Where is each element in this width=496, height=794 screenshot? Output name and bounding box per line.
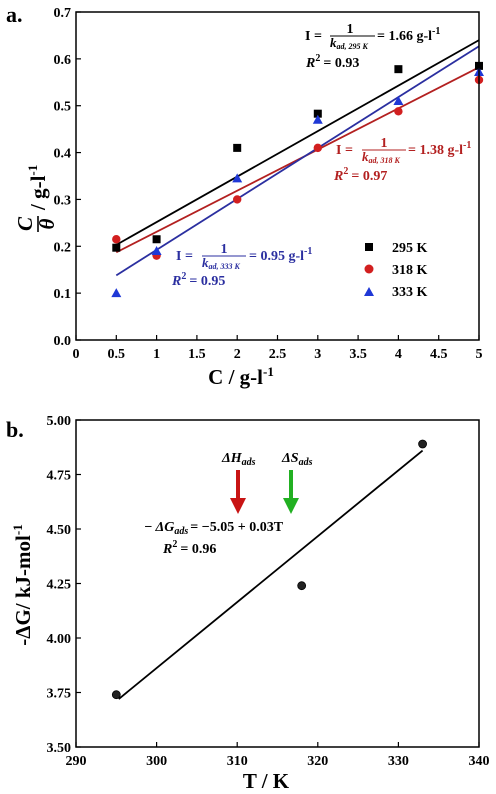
- y-tick-label: 0.4: [54, 147, 72, 162]
- y-tick-label: 0.5: [54, 100, 72, 115]
- svg-text:R2= 0.93: R2 = 0.93: [305, 53, 359, 71]
- legend-item-318k: 318 K: [364, 263, 428, 278]
- y-tick-label: 4.25: [47, 578, 72, 593]
- data-point-295k: [233, 143, 242, 152]
- legend-a: 295 K 318 K 333 K: [364, 241, 428, 300]
- y-tick-label: 0.1: [54, 287, 72, 302]
- data-point-333k: [111, 288, 122, 298]
- x-tick-label: 0: [73, 347, 80, 362]
- y-tick-label: 4.00: [47, 632, 72, 647]
- y-tick-label: 5.00: [47, 414, 72, 429]
- svg-text:− ΔGads= −5.05 + 0.03T: − ΔGads = −5.05 + 0.03T: [144, 520, 284, 537]
- ylabel-denominator: θ: [35, 218, 59, 229]
- x-tick-label: 2: [234, 347, 241, 362]
- fit-line-333k: [115, 45, 480, 277]
- arrow-delta-s: ΔSads: [281, 451, 313, 514]
- fit-line-b: [118, 449, 424, 700]
- plot-b-xlabel: T / K: [243, 769, 290, 793]
- legend-item-333k: 333 K: [364, 285, 428, 300]
- arrow-delta-h: ΔHads: [221, 451, 256, 514]
- svg-text:kad, 318 K: kad, 318 K: [362, 149, 401, 165]
- y-tick-label: 3.50: [47, 741, 72, 756]
- x-tick-label: 340: [469, 754, 490, 769]
- svg-text:1: 1: [221, 242, 228, 257]
- equation-b: − ΔGads = −5.05 + 0.03T R2 = 0.96: [144, 520, 284, 557]
- y-tick-label: 4.75: [47, 469, 72, 484]
- svg-text:kad, 295 K: kad, 295 K: [330, 35, 369, 51]
- x-tick-label: 3.5: [349, 347, 367, 362]
- y-tick-label: 0.2: [54, 240, 72, 255]
- svg-text:ΔHads: ΔHads: [221, 451, 256, 468]
- plot-a-ylabel: C θ / g-l-1: [13, 165, 59, 232]
- x-tick-label: 290: [66, 754, 87, 769]
- svg-text:1: 1: [381, 136, 388, 151]
- panel-a-label: a.: [6, 2, 23, 27]
- data-point: [297, 581, 307, 591]
- plot-a: [111, 39, 484, 298]
- x-tick-label: 320: [307, 754, 328, 769]
- svg-text:= 1.66 g-l-1: = 1.66 g-l-1: [377, 26, 440, 44]
- plot-b-ylabel: -ΔG/ kJ-mol-1: [10, 524, 35, 645]
- x-tick-label: 4: [395, 347, 402, 362]
- svg-text:= 1.38 g-l-1: = 1.38 g-l-1: [408, 140, 471, 158]
- y-tick-label: 0.7: [54, 6, 72, 21]
- svg-text:ΔSads: ΔSads: [281, 451, 313, 468]
- svg-text:318 K: 318 K: [392, 263, 428, 278]
- x-tick-label: 310: [227, 754, 248, 769]
- data-point-318k: [233, 195, 242, 204]
- data-point-333k: [393, 96, 404, 106]
- plot-a-ticks: 0 0.5 1 1.5 2 2.5 3 3.5 4 4.5 5 0.0 0.1 0.2 0.3 0.4 0.5 0…: [54, 6, 483, 362]
- data-point-333k: [151, 245, 162, 255]
- panel-b-label: b.: [6, 417, 24, 442]
- svg-text:I =: I =: [336, 143, 353, 158]
- legend-item-295k: 295 K: [365, 241, 428, 256]
- svg-text:kad, 333 K: kad, 333 K: [202, 255, 241, 271]
- x-tick-label: 4.5: [430, 347, 448, 362]
- svg-text:R2= 0.96: R2 = 0.96: [162, 539, 216, 557]
- data-point-318k: [313, 143, 322, 153]
- x-tick-label: 3: [314, 347, 321, 362]
- y-tick-label: 0.3: [54, 193, 72, 208]
- x-tick-label: 5: [476, 347, 483, 362]
- fit-line-295k: [115, 39, 480, 246]
- y-tick-label: 0.0: [54, 334, 72, 349]
- svg-text:295 K: 295 K: [392, 241, 428, 256]
- y-tick-label: 3.75: [47, 687, 72, 702]
- x-tick-label: 330: [388, 754, 409, 769]
- x-tick-label: 2.5: [269, 347, 287, 362]
- annotation-295k: I = 1 kad, 295 K = 1.66 g-l-1 R2 = 0.93: [305, 22, 440, 71]
- x-tick-label: 1.5: [188, 347, 206, 362]
- data-point-295k: [152, 235, 161, 244]
- svg-text:R2= 0.95: R2 = 0.95: [171, 271, 225, 289]
- svg-text:333 K: 333 K: [392, 285, 428, 300]
- svg-text:I =: I =: [176, 249, 193, 264]
- svg-text:1: 1: [347, 22, 354, 37]
- ylabel-numerator: C: [13, 216, 37, 231]
- data-point-318k: [394, 107, 403, 116]
- x-tick-label: 300: [146, 754, 167, 769]
- data-point-295k: [394, 65, 403, 74]
- svg-text:R2= 0.97: R2 = 0.97: [333, 166, 387, 184]
- plot-b-ticks: 290 300 310 320 330 340 3.50 3.75 4.00 4.25 4.50 4.…: [47, 414, 490, 769]
- y-tick-label: 0.6: [54, 53, 72, 68]
- data-point-318k: [112, 235, 121, 244]
- data-point-333k: [232, 173, 243, 183]
- data-point-333k: [312, 114, 323, 124]
- x-tick-label: 1: [153, 347, 160, 362]
- annotation-333k: I = 1 kad, 333 K = 0.95 g-l-1 R2 = 0.95: [171, 242, 312, 289]
- data-point-295k: [112, 243, 121, 252]
- svg-text:I =: I =: [305, 29, 322, 44]
- svg-text:= 0.95 g-l-1: = 0.95 g-l-1: [249, 246, 312, 264]
- plot-b: [111, 439, 427, 700]
- data-point: [111, 690, 121, 700]
- y-tick-label: 4.50: [47, 523, 72, 538]
- data-point-295k: [313, 109, 322, 118]
- ylabel-rest: / g-l-1: [25, 165, 50, 211]
- plot-b-frame: [75, 419, 480, 748]
- x-tick-label: 0.5: [108, 347, 126, 362]
- plot-a-xlabel: C / g-l-1: [208, 364, 274, 389]
- annotation-318k: I = 1 kad, 318 K = 1.38 g-l-1 R2 = 0.97: [333, 136, 471, 184]
- data-point: [418, 439, 427, 449]
